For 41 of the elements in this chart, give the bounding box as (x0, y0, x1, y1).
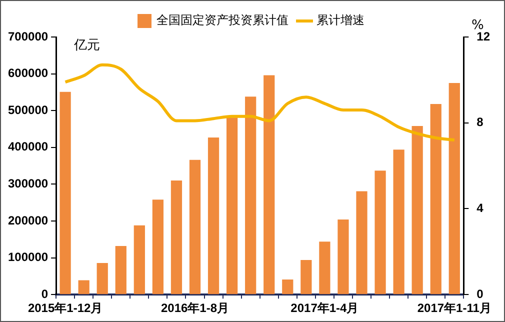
bar (170, 180, 182, 294)
y-tick-label: 300000 (8, 176, 48, 191)
x-tick-label: 2015年1-12月 (28, 301, 103, 316)
bar (300, 260, 312, 294)
bar (226, 118, 238, 294)
y2-tick-label: 0 (476, 286, 484, 301)
bar (412, 126, 423, 294)
bar (393, 150, 404, 294)
y-tick-label: 100000 (8, 250, 48, 264)
legend-label: 全国固定资产投资累计值 (156, 13, 288, 28)
bar (134, 225, 145, 294)
bar (338, 220, 349, 294)
y-tick-label: 700000 (8, 29, 48, 44)
bar (189, 160, 201, 294)
y-tick-label: 400000 (8, 140, 48, 154)
y2-tick-label: 4 (476, 201, 484, 216)
x-tick-label: 2017年1-11月 (417, 301, 492, 316)
legend-label: 累计增速 (316, 13, 364, 28)
bar (60, 92, 71, 294)
y-axis-title: 亿元 (73, 38, 100, 53)
x-tick-label: 2016年1-8月 (160, 301, 230, 316)
y-tick-label: 0 (41, 286, 48, 301)
bar (264, 75, 275, 294)
bar (152, 200, 164, 294)
bar (115, 246, 126, 294)
bar (356, 191, 368, 294)
bar (245, 96, 256, 294)
bar (208, 137, 220, 294)
y-tick-label: 200000 (8, 213, 48, 228)
bar (430, 104, 442, 294)
bar (78, 280, 90, 294)
bar (319, 242, 330, 294)
x-tick-label: 2017年1-4月 (290, 301, 359, 316)
y-tick-label: 500000 (8, 102, 48, 117)
y-tick-label: 600000 (8, 66, 48, 80)
line-series (64, 63, 456, 142)
y2-tick-label: 8 (476, 115, 484, 130)
bar (96, 262, 108, 294)
bar (448, 83, 460, 294)
bar (374, 170, 386, 294)
bar (282, 280, 294, 294)
